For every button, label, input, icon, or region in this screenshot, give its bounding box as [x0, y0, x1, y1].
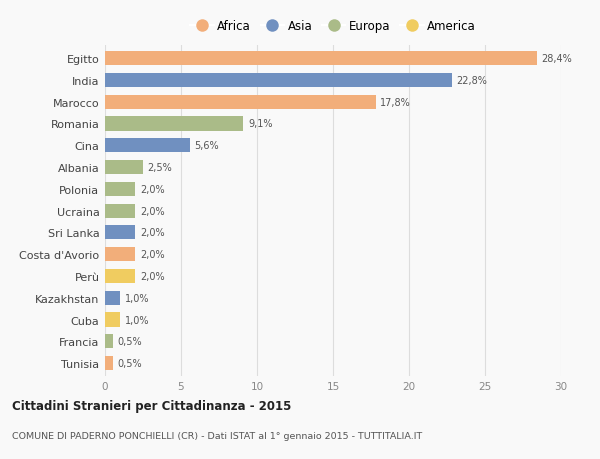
Text: 2,0%: 2,0%	[140, 271, 164, 281]
Text: 2,0%: 2,0%	[140, 185, 164, 195]
Text: 2,0%: 2,0%	[140, 250, 164, 260]
Bar	[105, 204, 136, 218]
Text: 0,5%: 0,5%	[117, 358, 142, 368]
Bar	[105, 182, 136, 196]
Text: 2,5%: 2,5%	[148, 162, 172, 173]
Bar	[105, 356, 113, 370]
Bar	[105, 269, 136, 284]
Text: COMUNE DI PADERNO PONCHIELLI (CR) - Dati ISTAT al 1° gennaio 2015 - TUTTITALIA.I: COMUNE DI PADERNO PONCHIELLI (CR) - Dati…	[12, 431, 422, 441]
Text: 2,0%: 2,0%	[140, 228, 164, 238]
Bar	[105, 139, 190, 153]
Bar	[105, 313, 120, 327]
Bar	[105, 73, 452, 88]
Text: 5,6%: 5,6%	[194, 141, 220, 151]
Text: 1,0%: 1,0%	[125, 315, 149, 325]
Bar	[105, 117, 244, 131]
Bar	[105, 226, 136, 240]
Text: 28,4%: 28,4%	[541, 54, 572, 64]
Bar	[105, 335, 113, 349]
Text: 1,0%: 1,0%	[125, 293, 149, 303]
Text: 0,5%: 0,5%	[117, 336, 142, 347]
Text: 2,0%: 2,0%	[140, 206, 164, 216]
Text: 17,8%: 17,8%	[380, 97, 411, 107]
Bar	[105, 161, 143, 175]
Text: 22,8%: 22,8%	[456, 76, 487, 86]
Bar	[105, 247, 136, 262]
Text: Cittadini Stranieri per Cittadinanza - 2015: Cittadini Stranieri per Cittadinanza - 2…	[12, 399, 292, 412]
Bar	[105, 95, 376, 110]
Bar	[105, 291, 120, 305]
Legend: Africa, Asia, Europa, America: Africa, Asia, Europa, America	[190, 21, 476, 34]
Bar	[105, 52, 536, 66]
Text: 9,1%: 9,1%	[248, 119, 272, 129]
